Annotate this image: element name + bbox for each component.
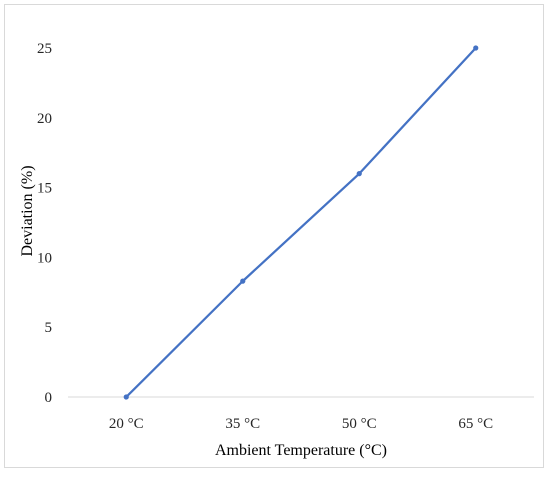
y-tick-label: 0: [45, 390, 53, 406]
x-tick-label: 65 °C: [458, 416, 493, 432]
chart-frame: [4, 4, 544, 468]
data-point: [356, 171, 362, 177]
x-axis-ticks: 20 °C 35 °C 50 °C 65 °C: [109, 416, 493, 432]
data-point: [473, 45, 479, 51]
x-tick-label: 35 °C: [225, 416, 260, 432]
y-tick-label: 25: [37, 41, 52, 57]
series-line: [125, 47, 477, 398]
y-tick-label: 5: [45, 320, 53, 336]
y-tick-label: 20: [37, 111, 52, 127]
y-axis-title: Deviation (%): [19, 165, 36, 256]
y-axis-ticks: 0 5 10 15 20 25: [37, 41, 52, 406]
x-tick-label: 50 °C: [342, 416, 377, 432]
y-tick-label: 10: [37, 250, 52, 266]
data-point: [123, 394, 129, 400]
x-tick-label: 20 °C: [109, 416, 144, 432]
data-point: [240, 278, 246, 284]
data-markers: [123, 45, 479, 400]
y-tick-label: 15: [37, 181, 52, 197]
x-axis-title: Ambient Temperature (°C): [215, 442, 387, 459]
